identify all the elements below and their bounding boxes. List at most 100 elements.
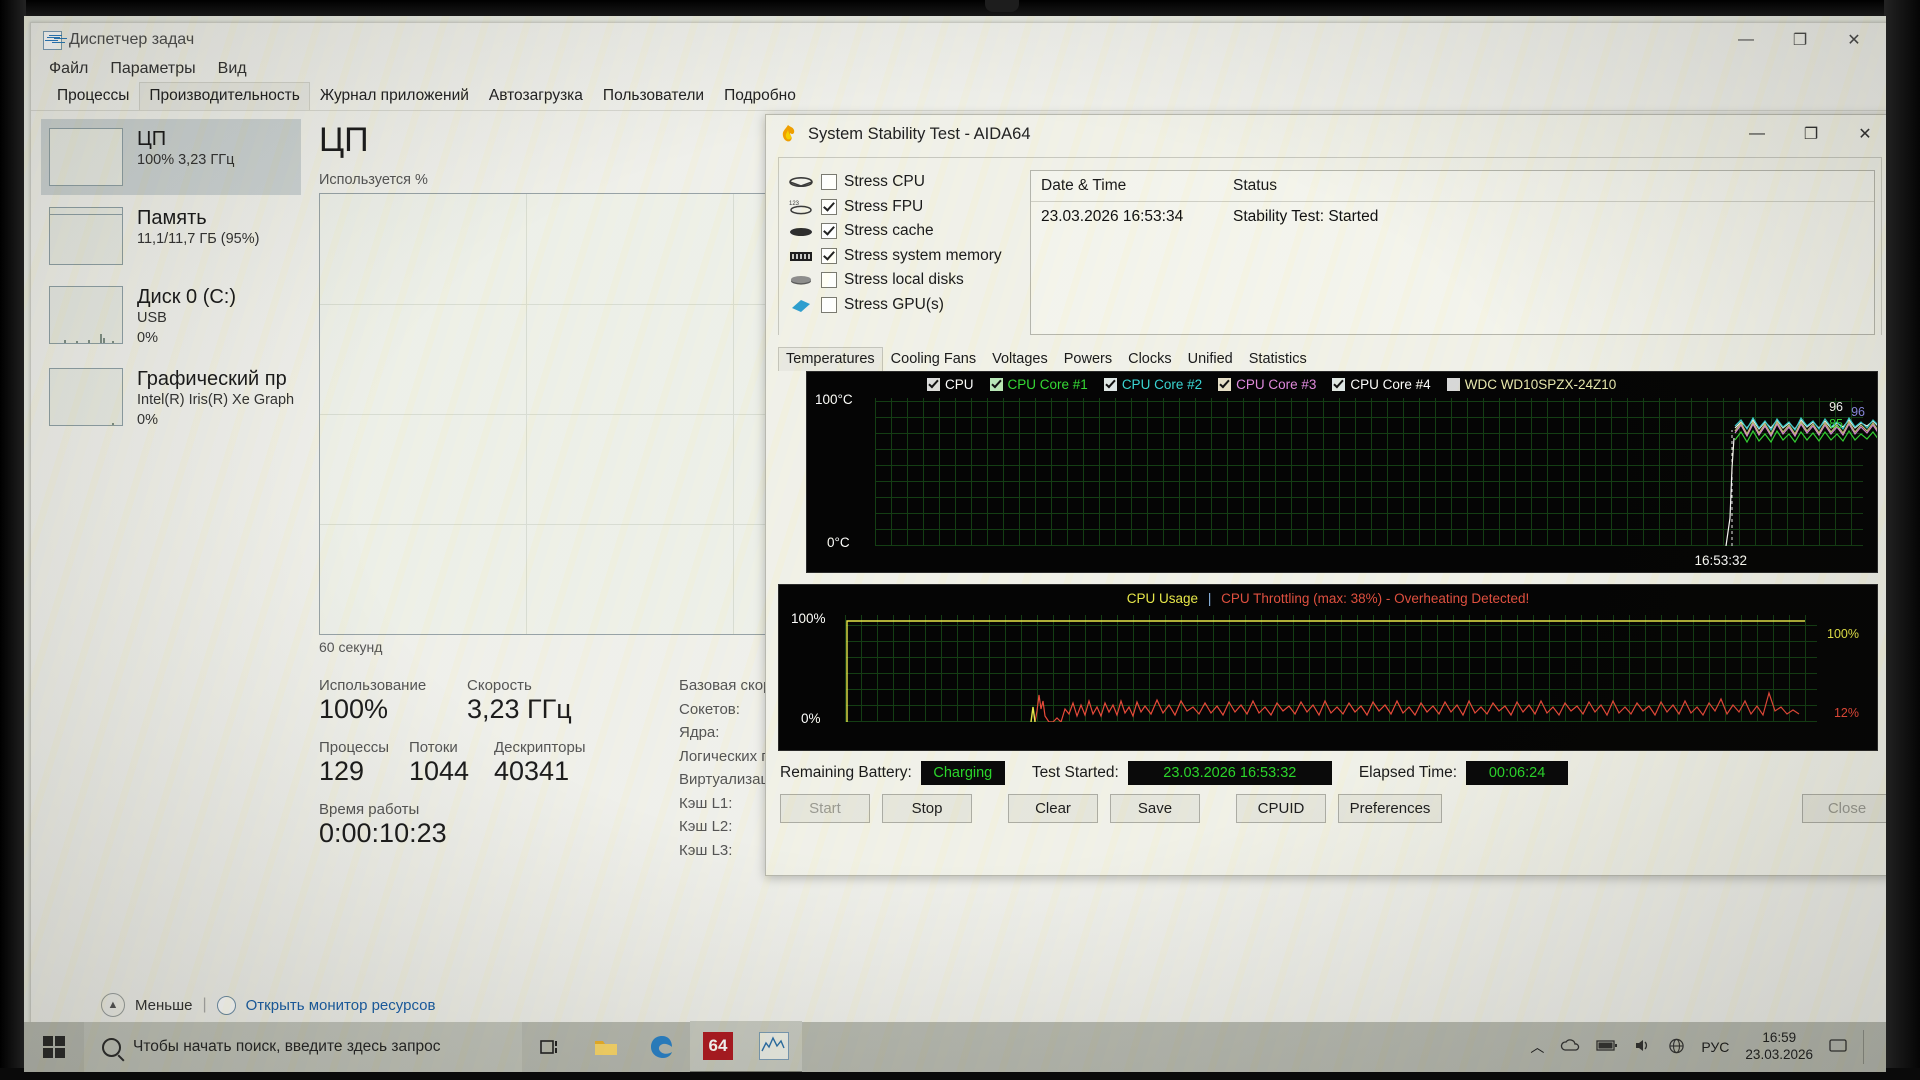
stress-memory-checkbox[interactable] (821, 247, 837, 264)
task-manager-footer[interactable]: ▲ Меньше | Открыть монитор ресурсов (31, 993, 1886, 1017)
legend-core1[interactable]: CPU Core #1 (989, 377, 1088, 392)
fewer-details-label[interactable]: Меньше (135, 996, 193, 1014)
tray-network-icon[interactable] (1668, 1038, 1685, 1057)
aida-close-button[interactable]: ✕ (1858, 126, 1872, 143)
start-button-taskbar[interactable] (24, 1022, 84, 1072)
stress-cache-checkbox[interactable] (821, 223, 837, 240)
stress-cpu-checkbox[interactable] (821, 174, 837, 191)
sidebar-item-memory[interactable]: Память 11,1/11,7 ГБ (95%) (41, 198, 301, 274)
gpu-icon (787, 296, 815, 314)
tray-chevron-up-icon[interactable]: ︿ (1530, 1039, 1545, 1055)
action-center-icon[interactable] (1829, 1038, 1847, 1056)
show-desktop-button[interactable] (1863, 1030, 1872, 1064)
aida-minimize-button[interactable]: — (1749, 125, 1765, 142)
status-log-table[interactable]: Date & Time Status 23.03.2026 16:53:34 S… (1030, 170, 1875, 335)
open-resource-monitor-link[interactable]: Открыть монитор ресурсов (245, 996, 436, 1014)
clear-button[interactable]: Clear (1008, 794, 1098, 823)
close-button[interactable]: ✕ (1847, 32, 1861, 49)
task-manager-menubar[interactable]: Файл Параметры Вид (31, 57, 1886, 80)
aida64-icon[interactable]: 64 (690, 1021, 746, 1072)
legend-core3-checkbox[interactable] (1218, 378, 1232, 391)
stress-gpu-checkbox[interactable] (821, 296, 837, 313)
resource-monitor-icon[interactable] (216, 995, 236, 1015)
tab-details[interactable]: Подробно (724, 87, 796, 104)
preferences-button[interactable]: Preferences (1338, 794, 1442, 823)
windows-taskbar[interactable]: Чтобы начать поиск, введите здесь запрос… (24, 1021, 1886, 1072)
aida-maximize-button[interactable]: ❐ (1803, 126, 1819, 143)
tab-statistics[interactable]: Statistics (1248, 351, 1307, 367)
search-box[interactable]: Чтобы начать поиск, введите здесь запрос (84, 1022, 522, 1072)
tab-users[interactable]: Пользователи (602, 87, 705, 104)
legend-hdd-checkbox[interactable] (1446, 378, 1460, 391)
stress-cpu-row[interactable]: Stress CPU (787, 170, 1012, 195)
tab-cooling-fans[interactable]: Cooling Fans (890, 351, 977, 367)
tab-unified[interactable]: Unified (1187, 351, 1233, 367)
tray-onedrive-icon[interactable] (1560, 1038, 1580, 1056)
legend-core2-checkbox[interactable] (1103, 378, 1117, 391)
legend-cpu-checkbox[interactable] (927, 378, 940, 391)
legend-core1-checkbox[interactable] (989, 378, 1003, 391)
tab-clocks[interactable]: Clocks (1128, 351, 1172, 367)
stress-options-list[interactable]: Stress CPU 123 Stress FPU (787, 170, 1012, 335)
tab-powers[interactable]: Powers (1063, 351, 1113, 367)
log-row[interactable]: 23.03.2026 16:53:34 Stability Test: Star… (1031, 202, 1874, 232)
performance-sidebar[interactable]: ЦП 100% 3,23 ГГц Память 11,1/11,7 ГБ (95… (31, 111, 301, 1011)
aida64-window[interactable]: System Stability Test - AIDA64 — ❐ ✕ Str… (765, 114, 1886, 876)
tab-app-history[interactable]: Журнал приложений (319, 87, 469, 104)
task-manager-window-buttons[interactable]: — ❐ ✕ (1719, 24, 1881, 56)
task-manager-tabs[interactable]: Процессы Производительность Журнал прило… (31, 80, 1886, 111)
file-explorer-icon[interactable] (578, 1022, 634, 1072)
menu-options[interactable]: Параметры (110, 60, 196, 77)
tab-processes[interactable]: Процессы (57, 87, 130, 104)
system-tray[interactable]: ︿ РУС 16:59 23.03.2026 (1530, 1030, 1886, 1064)
stress-gpu-row[interactable]: Stress GPU(s) (787, 293, 1012, 318)
taskbar-clock[interactable]: 16:59 23.03.2026 (1745, 1030, 1813, 1064)
task-view-icon[interactable] (522, 1022, 578, 1072)
aida64-titlebar[interactable]: System Stability Test - AIDA64 — ❐ ✕ (766, 115, 1886, 153)
tab-performance[interactable]: Производительность (139, 82, 310, 110)
sidebar-item-gpu[interactable]: Графический пр Intel(R) Iris(R) Xe Graph… (41, 359, 301, 438)
legend-cpu[interactable]: CPU (927, 377, 974, 392)
log-cell-status: Stability Test: Started (1233, 208, 1379, 225)
tab-startup[interactable]: Автозагрузка (488, 87, 583, 104)
legend-core4-checkbox[interactable] (1332, 378, 1346, 391)
stress-fpu-row[interactable]: 123 Stress FPU (787, 195, 1012, 220)
menu-file[interactable]: Файл (49, 60, 89, 77)
stress-cache-row[interactable]: Stress cache (787, 219, 1012, 244)
tab-voltages[interactable]: Voltages (992, 351, 1048, 367)
cpuid-button[interactable]: CPUID (1236, 794, 1326, 823)
stress-disks-checkbox[interactable] (821, 272, 837, 289)
minimize-button[interactable]: — (1738, 31, 1754, 48)
tray-volume-icon[interactable] (1634, 1038, 1652, 1056)
stress-memory-row[interactable]: Stress system memory (787, 244, 1012, 269)
menu-view[interactable]: Вид (217, 60, 247, 77)
legend-core3[interactable]: CPU Core #3 (1218, 377, 1316, 392)
stat-handles: Дескрипторы 40341 (494, 739, 586, 787)
stop-button[interactable]: Stop (882, 794, 972, 823)
aida64-chart-tabs[interactable]: Temperatures Cooling Fans Voltages Power… (778, 345, 1886, 371)
tray-language-indicator[interactable]: РУС (1701, 1039, 1730, 1055)
temperature-chart[interactable]: 100°C 0°C 16:53:32 CPU CPU Core #1 (806, 371, 1878, 573)
legend-hdd[interactable]: WDC WD10SPZX-24Z10 (1446, 377, 1616, 392)
sidebar-item-cpu[interactable]: ЦП 100% 3,23 ГГц (41, 119, 301, 195)
chevron-up-icon[interactable]: ▲ (101, 993, 125, 1017)
task-manager-icon-taskbar[interactable] (746, 1021, 802, 1072)
aida64-button-bar[interactable]: Start Stop Clear Save CPUID Preferences … (780, 794, 1886, 823)
tray-battery-icon[interactable] (1596, 1039, 1618, 1055)
close-button-aida[interactable]: Close (1802, 794, 1886, 823)
stress-disks-row[interactable]: Stress local disks (787, 268, 1012, 293)
tab-temperatures[interactable]: Temperatures (778, 347, 883, 371)
edge-icon[interactable] (634, 1022, 690, 1072)
cpu-usage-chart[interactable]: CPU Usage | CPU Throttling (max: 38%) - … (778, 584, 1878, 751)
legend-core2[interactable]: CPU Core #2 (1103, 377, 1202, 392)
sidebar-item-disk[interactable]: Диск 0 (C:) USB 0% (41, 277, 301, 356)
temperature-legend[interactable]: CPU CPU Core #1 CPU Core #2 CPU Cor (927, 377, 1877, 392)
aida64-window-buttons[interactable]: — ❐ ✕ (1730, 116, 1886, 152)
aida64-title: System Stability Test - AIDA64 (808, 124, 1031, 143)
maximize-button[interactable]: ❐ (1792, 32, 1808, 49)
legend-core4[interactable]: CPU Core #4 (1332, 377, 1431, 392)
stress-fpu-checkbox[interactable] (821, 198, 837, 215)
start-button[interactable]: Start (780, 794, 870, 823)
save-button[interactable]: Save (1110, 794, 1200, 823)
task-manager-titlebar[interactable]: Диспетчер задач — ❐ ✕ (31, 23, 1886, 57)
